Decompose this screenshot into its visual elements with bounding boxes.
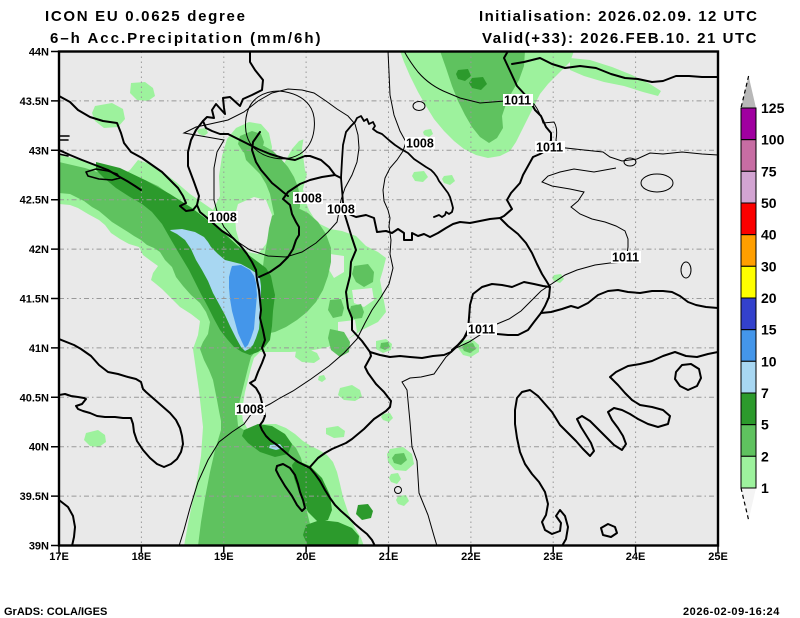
svg-text:1008: 1008 xyxy=(236,403,264,417)
svg-text:125: 125 xyxy=(761,100,785,116)
svg-text:7: 7 xyxy=(761,385,769,401)
svg-text:23E: 23E xyxy=(543,551,563,563)
svg-text:40: 40 xyxy=(761,227,777,243)
svg-text:75: 75 xyxy=(761,163,777,179)
svg-text:1008: 1008 xyxy=(209,211,237,225)
svg-text:39N: 39N xyxy=(29,541,49,553)
svg-text:42N: 42N xyxy=(29,244,49,256)
svg-text:GrADS: COLA/IGES: GrADS: COLA/IGES xyxy=(4,606,107,618)
svg-text:1011: 1011 xyxy=(536,141,563,155)
svg-text:ICON EU 0.0625 degree: ICON EU 0.0625 degree xyxy=(45,8,247,25)
svg-text:15: 15 xyxy=(761,322,777,338)
svg-text:43N: 43N xyxy=(29,145,49,157)
svg-text:41.5N: 41.5N xyxy=(20,294,49,306)
svg-text:2026-02-09-16:24: 2026-02-09-16:24 xyxy=(683,606,780,618)
svg-text:1008: 1008 xyxy=(327,203,355,217)
svg-text:100: 100 xyxy=(761,132,785,148)
svg-text:21E: 21E xyxy=(379,551,399,563)
svg-text:22E: 22E xyxy=(461,551,481,563)
svg-text:Initialisation: 2026.02.09. 12: Initialisation: 2026.02.09. 12 UTC xyxy=(479,8,758,25)
svg-text:1008: 1008 xyxy=(406,137,434,151)
svg-text:19E: 19E xyxy=(214,551,234,563)
svg-text:1: 1 xyxy=(761,480,769,496)
svg-text:18E: 18E xyxy=(132,551,152,563)
svg-text:1008: 1008 xyxy=(294,192,322,206)
svg-text:17E: 17E xyxy=(49,551,69,563)
svg-text:1011: 1011 xyxy=(612,251,639,265)
svg-text:40N: 40N xyxy=(29,442,49,454)
svg-text:24E: 24E xyxy=(626,551,646,563)
svg-text:41N: 41N xyxy=(29,343,49,355)
svg-text:10: 10 xyxy=(761,353,777,369)
svg-text:20E: 20E xyxy=(296,551,316,563)
svg-text:40.5N: 40.5N xyxy=(20,392,49,404)
svg-text:1011: 1011 xyxy=(504,94,531,108)
svg-text:2: 2 xyxy=(761,448,769,464)
svg-text:20: 20 xyxy=(761,290,777,306)
svg-text:44N: 44N xyxy=(29,47,49,59)
svg-text:Valid(+33): 2026.FEB.10. 21 UT: Valid(+33): 2026.FEB.10. 21 UTC xyxy=(482,30,758,47)
svg-text:43.5N: 43.5N xyxy=(20,96,49,108)
svg-text:42.5N: 42.5N xyxy=(20,195,49,207)
svg-text:50: 50 xyxy=(761,195,777,211)
svg-text:30: 30 xyxy=(761,258,777,274)
svg-text:1011: 1011 xyxy=(468,323,495,337)
svg-text:5: 5 xyxy=(761,417,769,433)
svg-text:25E: 25E xyxy=(708,551,728,563)
svg-text:6–h Acc.Precipitation (mm/6h): 6–h Acc.Precipitation (mm/6h) xyxy=(50,30,323,47)
svg-text:39.5N: 39.5N xyxy=(20,491,49,503)
